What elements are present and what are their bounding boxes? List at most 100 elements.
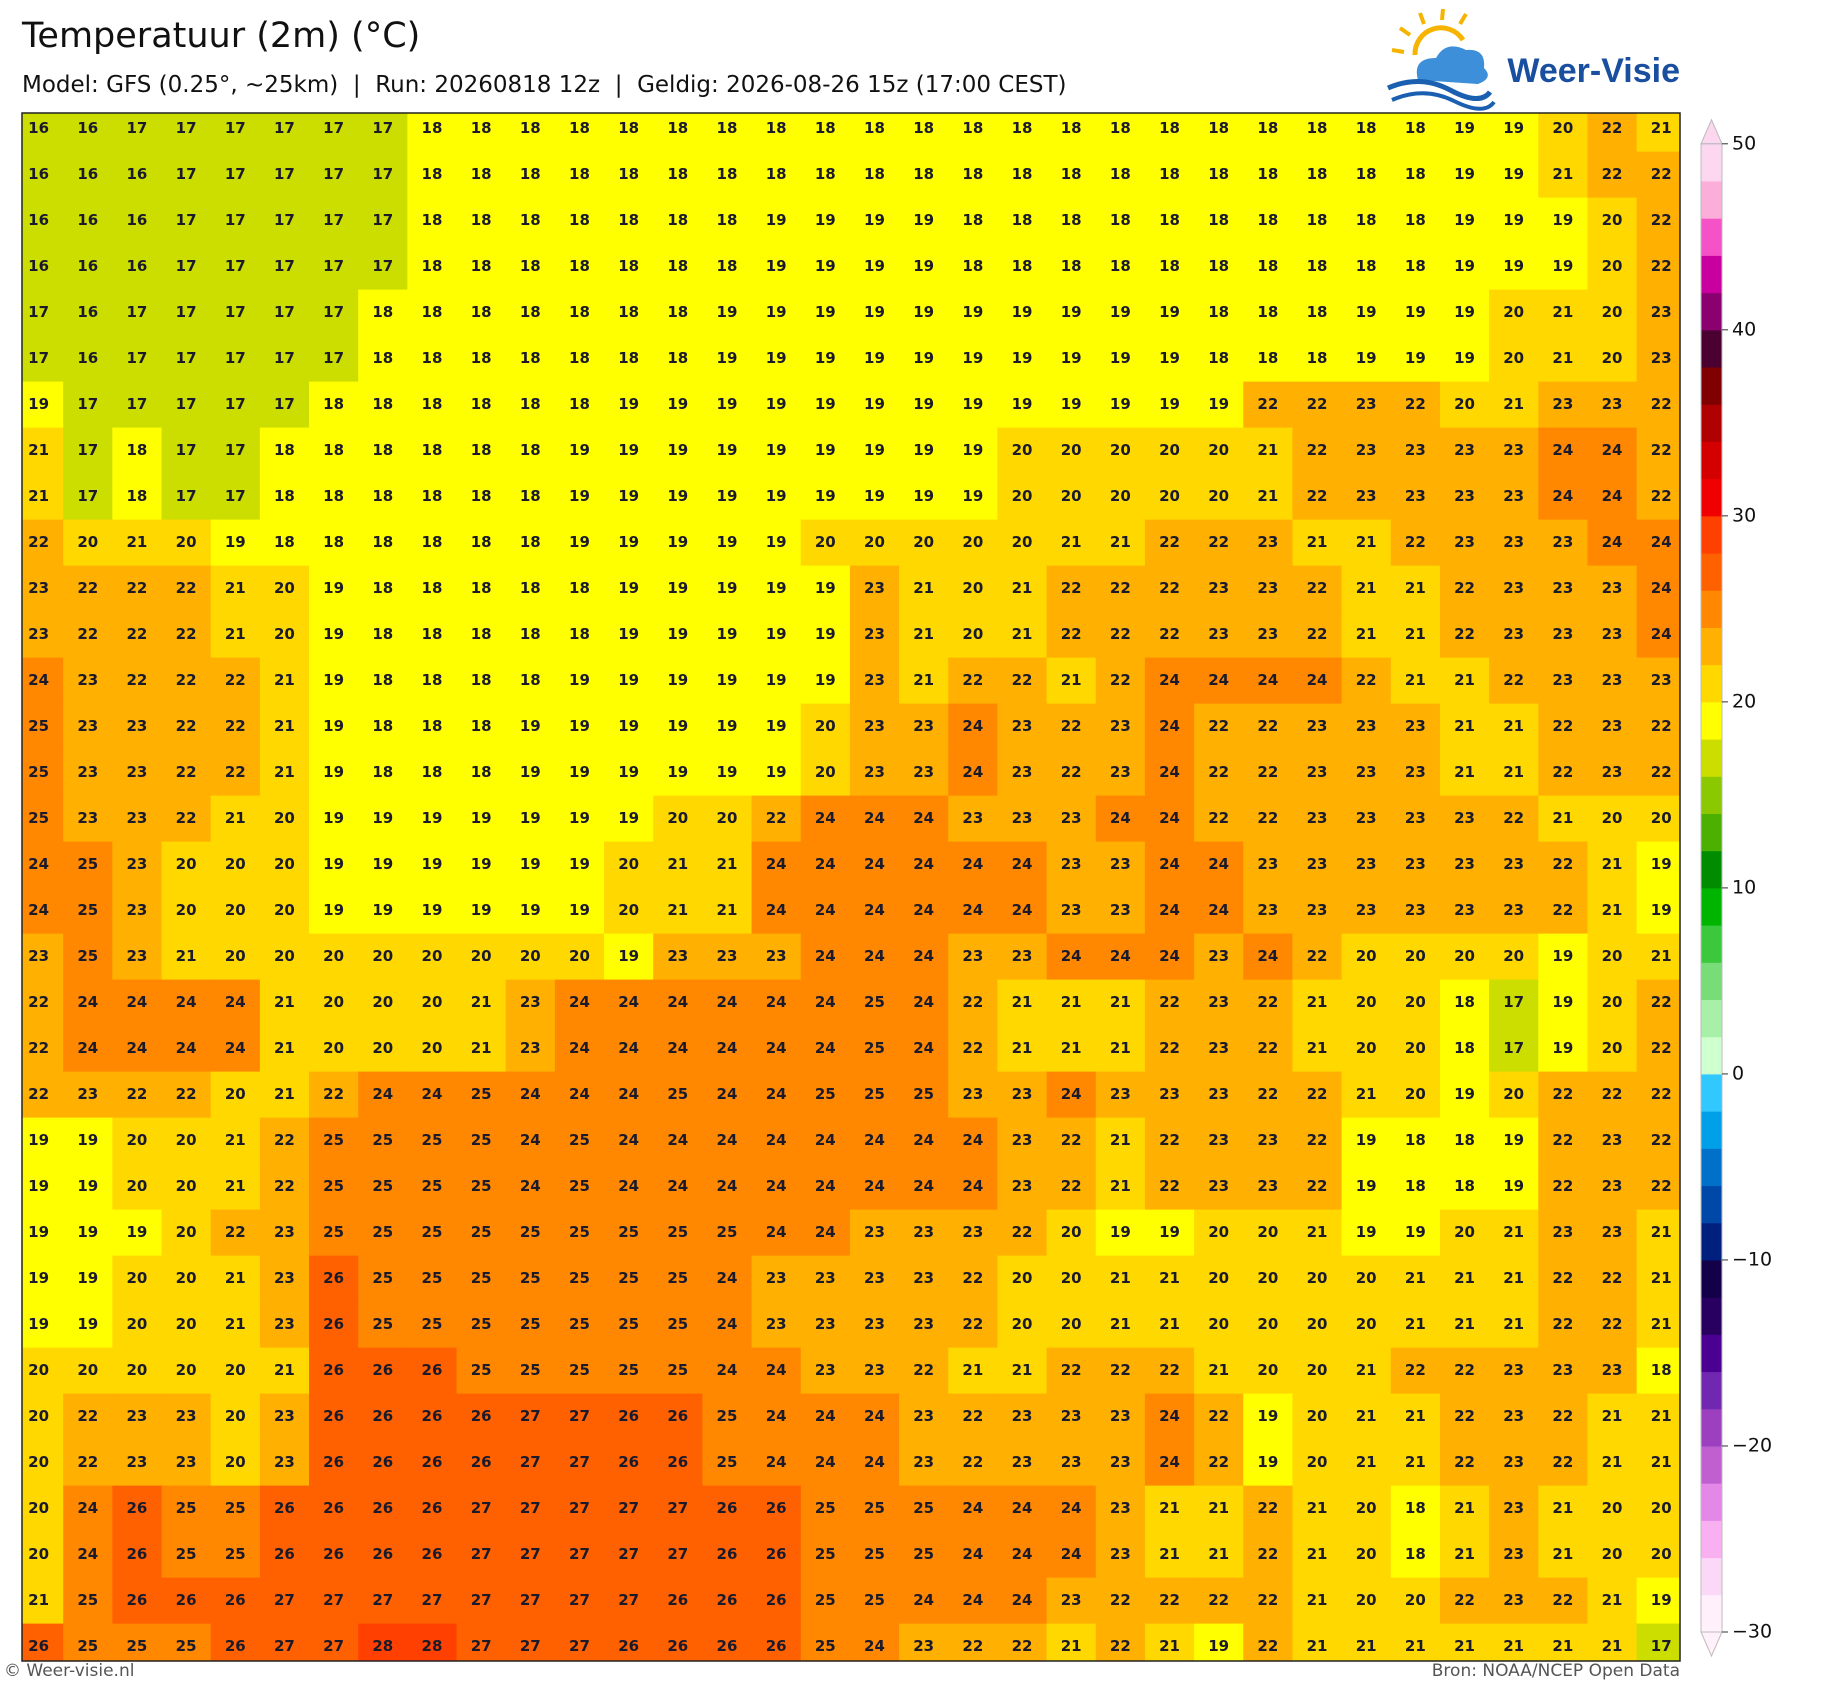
temperature-label: 18	[1110, 211, 1131, 229]
temperature-cell	[1489, 611, 1539, 659]
temperature-label: 23	[176, 1453, 197, 1471]
temperature-cell	[1292, 565, 1343, 613]
temperature-cell	[1194, 1117, 1244, 1165]
temperature-label: 17	[372, 257, 393, 275]
temperature-label: 22	[176, 671, 197, 689]
temperature-cell	[653, 933, 703, 981]
temperature-label: 22	[1356, 671, 1377, 689]
temperature-label: 20	[1602, 947, 1623, 965]
temperature-cell	[1489, 519, 1539, 567]
temperature-cell	[948, 657, 999, 705]
temperature-cell	[1095, 243, 1146, 291]
temperature-cell	[1636, 427, 1680, 475]
temperature-label: 18	[520, 119, 541, 137]
temperature-cell	[1341, 151, 1392, 199]
temperature-cell	[309, 1439, 359, 1487]
temperature-label: 23	[127, 1407, 148, 1425]
temperature-cell	[554, 841, 605, 889]
temperature-cell	[112, 979, 163, 1027]
temperature-cell	[849, 1531, 900, 1579]
colorbar-band	[1701, 701, 1722, 740]
temperature-label: 23	[766, 1269, 787, 1287]
temperature-label: 27	[520, 1545, 541, 1563]
temperature-label: 22	[1159, 579, 1180, 597]
temperature-label: 22	[225, 671, 246, 689]
temperature-cell	[1243, 795, 1294, 843]
temperature-label: 22	[1503, 671, 1524, 689]
temperature-label: 20	[1257, 1315, 1278, 1333]
temperature-cell	[1095, 1025, 1146, 1073]
temperature-cell	[849, 1577, 900, 1625]
temperature-cell	[1390, 1071, 1441, 1119]
temperature-cell	[1046, 1209, 1097, 1257]
temperature-cell	[1144, 197, 1195, 245]
temperature-cell	[259, 197, 310, 245]
temperature-cell	[997, 1347, 1048, 1395]
temperature-cell	[1538, 887, 1589, 935]
temperature-cell	[259, 427, 310, 475]
temperature-label: 24	[864, 1453, 885, 1471]
temperature-label: 19	[323, 763, 344, 781]
temperature-cell	[1390, 473, 1441, 521]
temperature-label: 18	[372, 487, 393, 505]
temperature-cell	[554, 657, 605, 705]
temperature-label: 24	[618, 993, 639, 1011]
temperature-label: 22	[1552, 1269, 1573, 1287]
temperature-cell	[702, 749, 753, 797]
temperature-cell	[1390, 1301, 1441, 1349]
temperature-cell	[309, 1117, 359, 1165]
temperature-label: 23	[1110, 717, 1131, 735]
temperature-cell	[899, 703, 949, 751]
temperature-cell	[1439, 381, 1490, 429]
temperature-label: 24	[815, 947, 836, 965]
temperature-label: 19	[864, 349, 885, 367]
temperature-label: 18	[1405, 165, 1426, 183]
temperature-cell	[751, 1025, 802, 1073]
temperature-label: 21	[913, 671, 934, 689]
temperature-label: 23	[127, 717, 148, 735]
temperature-label: 20	[520, 947, 541, 965]
temperature-label: 19	[1159, 303, 1180, 321]
temperature-label: 20	[1405, 1039, 1426, 1057]
temperature-cell	[800, 381, 851, 429]
temperature-cell	[653, 1163, 703, 1211]
temperature-label: 17	[28, 303, 49, 321]
temperature-label: 27	[471, 1545, 492, 1563]
temperature-cell	[1489, 1347, 1539, 1395]
temperature-cell	[1046, 1163, 1097, 1211]
temperature-cell	[653, 979, 703, 1027]
temperature-cell	[1636, 1209, 1680, 1257]
temperature-label: 19	[667, 579, 688, 597]
colorbar-band	[1701, 1222, 1722, 1261]
temperature-cell	[1095, 381, 1146, 429]
temperature-cell	[604, 1301, 654, 1349]
temperature-cell	[161, 795, 212, 843]
temperature-label: 18	[1012, 119, 1033, 137]
temperature-cell	[554, 611, 605, 659]
temperature-cell	[259, 657, 310, 705]
temperature-cell	[358, 1025, 408, 1073]
temperature-label: 27	[520, 1637, 541, 1655]
temperature-cell	[1243, 151, 1294, 199]
temperature-label: 20	[1356, 1591, 1377, 1609]
temperature-cell	[554, 1209, 605, 1257]
temperature-cell	[1587, 703, 1638, 751]
temperature-cell	[1587, 113, 1638, 153]
temperature-cell	[358, 657, 408, 705]
temperature-label: 19	[1061, 395, 1082, 413]
temperature-cell	[407, 703, 458, 751]
temperature-label: 23	[1208, 947, 1229, 965]
temperature-label: 18	[1454, 1039, 1475, 1057]
temperature-label: 22	[1307, 1131, 1328, 1149]
temperature-label: 20	[323, 1039, 344, 1057]
temperature-cell	[604, 289, 654, 337]
temperature-label: 20	[1061, 1269, 1082, 1287]
temperature-label: 18	[1012, 211, 1033, 229]
temperature-cell	[899, 151, 949, 199]
temperature-cell	[702, 795, 753, 843]
temperature-label: 22	[1061, 579, 1082, 597]
temperature-label: 20	[1356, 1499, 1377, 1517]
temperature-cell	[554, 289, 605, 337]
temperature-cell	[899, 1209, 949, 1257]
temperature-cell	[604, 151, 654, 199]
